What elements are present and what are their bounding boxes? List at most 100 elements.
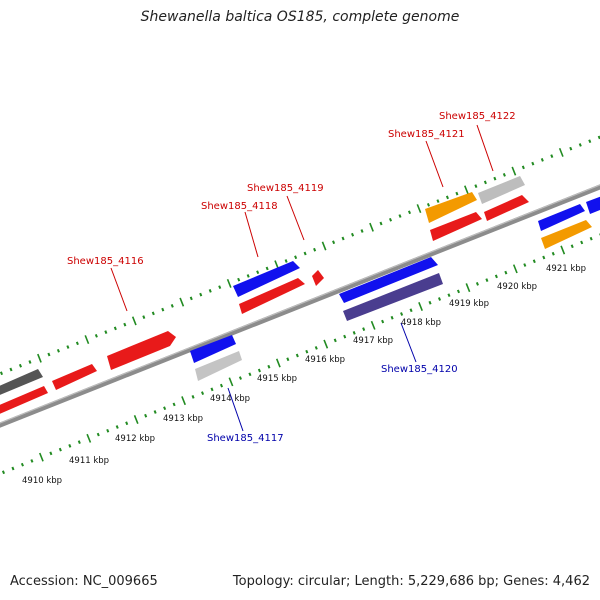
gene-red[interactable]: [52, 364, 97, 390]
minor-tick: [523, 263, 527, 267]
kbp-label: 4921 kbp: [546, 264, 586, 274]
major-tick: [369, 222, 374, 232]
major-tick: [418, 302, 423, 311]
minor-tick: [30, 459, 34, 463]
minor-tick: [284, 259, 288, 263]
kbp-label: 4914 kbp: [210, 394, 250, 404]
major-tick: [464, 185, 469, 195]
minor-tick: [493, 176, 497, 181]
gene-blue[interactable]: [339, 257, 438, 303]
gene-dark-grey[interactable]: [0, 369, 43, 399]
minor-tick: [483, 180, 487, 185]
minor-tick: [580, 240, 584, 245]
gene-shew185-4121[interactable]: [425, 192, 477, 223]
gene-shew185-4122[interactable]: [478, 176, 525, 204]
major-tick: [560, 245, 566, 255]
minor-tick: [11, 466, 15, 471]
minor-tick: [267, 364, 271, 369]
minor-tick: [68, 444, 72, 448]
gene-shew185-4121-forward[interactable]: [430, 212, 482, 241]
minor-tick: [426, 202, 430, 207]
gene-shew185-4117[interactable]: [190, 335, 236, 363]
minor-tick: [58, 447, 62, 452]
major-tick: [275, 358, 281, 368]
kbp-label: 4918 kbp: [401, 318, 441, 328]
minor-tick: [170, 304, 174, 308]
gene-red[interactable]: [0, 386, 48, 418]
minor-tick: [456, 289, 460, 294]
minor-tick: [589, 236, 593, 241]
minor-tick: [75, 341, 79, 346]
gene-shew185-4117-grey[interactable]: [195, 351, 242, 381]
tick-row-upper: [0, 135, 600, 376]
gene-red[interactable]: [484, 195, 529, 221]
minor-tick: [494, 274, 498, 279]
minor-tick: [341, 236, 345, 241]
kbp-label: 4916 kbp: [305, 355, 345, 365]
minor-tick: [20, 462, 24, 467]
gene-label[interactable]: Shew185_4122: [439, 111, 516, 122]
minor-tick: [0, 371, 4, 376]
minor-tick: [265, 266, 269, 271]
gene-label[interactable]: Shew185_4118: [201, 201, 278, 212]
major-tick: [512, 264, 518, 274]
minor-tick: [570, 244, 574, 249]
minor-tick: [485, 278, 489, 282]
gene-blue[interactable]: [538, 204, 585, 231]
gene-shew185-4118-forward[interactable]: [239, 278, 305, 314]
minor-tick: [388, 217, 393, 222]
minor-tick: [294, 255, 298, 260]
minor-tick: [28, 360, 32, 364]
minor-tick: [142, 315, 146, 319]
gene-label[interactable]: Shew185_4116: [67, 256, 144, 267]
major-tick: [181, 396, 186, 406]
minor-tick: [521, 165, 525, 170]
minor-tick: [256, 270, 260, 275]
minor-tick: [9, 367, 13, 372]
label-leaders: [110, 124, 494, 432]
minor-tick: [144, 413, 148, 418]
minor-tick: [163, 406, 167, 411]
minor-tick: [381, 319, 385, 324]
minor-tick: [437, 297, 442, 301]
minor-tick: [305, 349, 309, 354]
kbp-label: 4910 kbp: [22, 476, 62, 486]
minor-tick: [201, 391, 205, 395]
major-tick: [465, 283, 471, 293]
minor-tick: [18, 363, 22, 368]
gene-label[interactable]: Shew185_4120: [381, 364, 458, 375]
minor-tick: [351, 232, 355, 237]
minor-tick: [445, 195, 449, 200]
tick-row-lower: [1, 233, 600, 475]
gene-shew185-4120[interactable]: [343, 273, 443, 321]
gene-label[interactable]: Shew185_4119: [247, 183, 324, 194]
kbp-label: 4912 kbp: [115, 434, 155, 444]
gene-shew185-4118[interactable]: [233, 261, 300, 297]
kbp-label: 4919 kbp: [449, 299, 489, 309]
minor-tick: [313, 247, 317, 252]
minor-tick: [104, 330, 108, 334]
gene-label[interactable]: Shew185_4121: [388, 129, 465, 140]
major-tick: [321, 241, 327, 251]
minor-tick: [66, 345, 70, 349]
kbp-label: 4911 kbp: [69, 456, 109, 466]
gene-shew185-4119[interactable]: [312, 270, 324, 286]
gene-orange[interactable]: [541, 220, 592, 249]
minor-tick: [49, 451, 53, 456]
gene-shew185-4116[interactable]: [107, 331, 176, 370]
minor-tick: [189, 296, 193, 301]
minor-tick: [551, 251, 555, 256]
minor-tick: [379, 221, 383, 226]
gene-label[interactable]: Shew185_4117: [207, 433, 284, 444]
minor-tick: [362, 327, 366, 331]
minor-tick: [115, 425, 119, 429]
major-tick: [84, 335, 90, 345]
minor-tick: [237, 277, 241, 282]
gene-blue[interactable]: [586, 193, 600, 214]
minor-tick: [540, 158, 544, 162]
minor-tick: [246, 274, 250, 278]
minor-tick: [303, 251, 307, 256]
kbp-label: 4915 kbp: [257, 374, 297, 384]
minor-tick: [94, 333, 98, 338]
minor-tick: [151, 311, 155, 316]
